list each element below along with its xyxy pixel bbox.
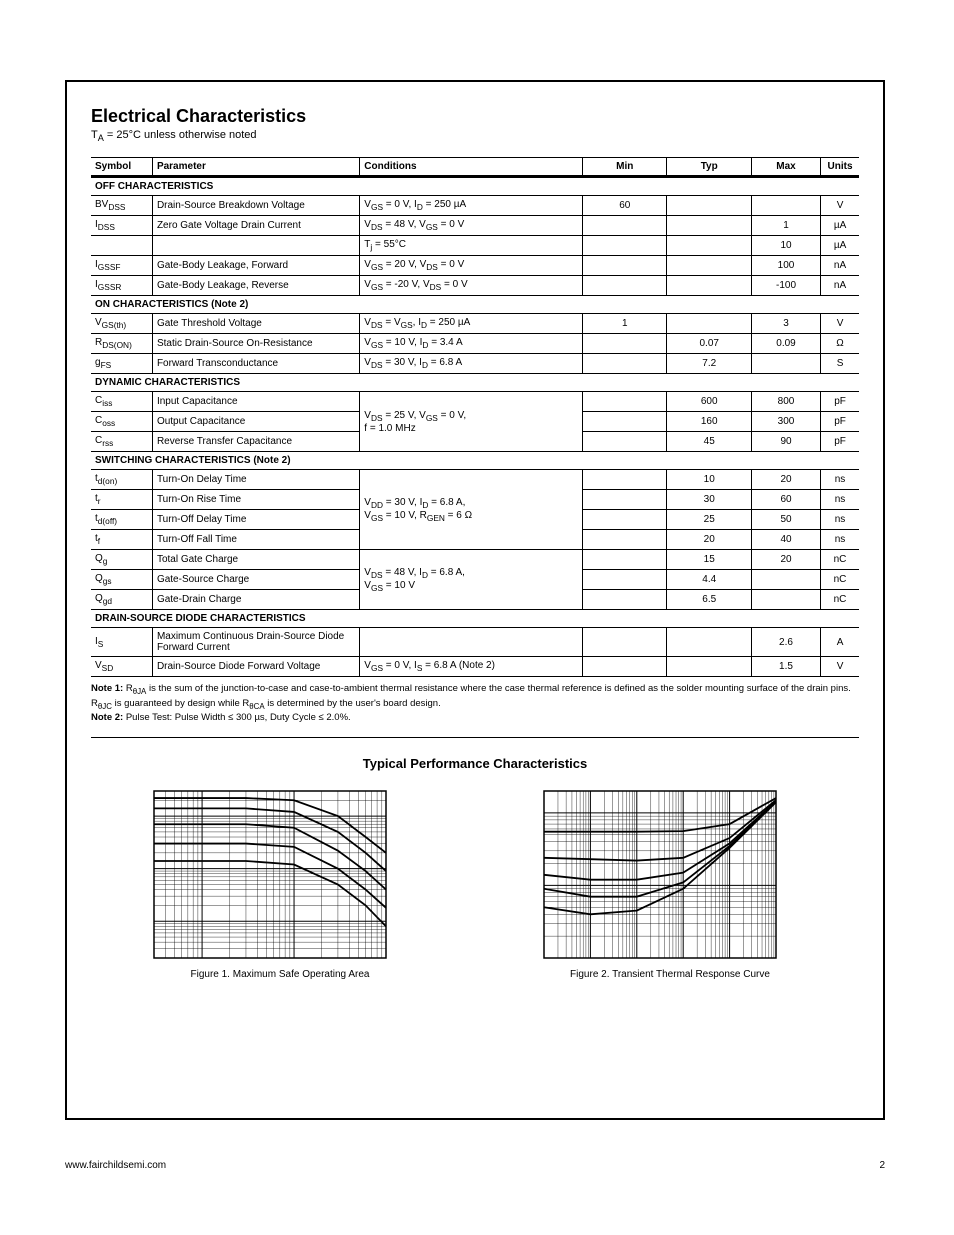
- doc-subtitle: TA = 25°C unless otherwise noted: [91, 129, 859, 143]
- table-row: RDS(ON)Static Drain-Source On-Resistance…: [91, 334, 859, 354]
- charts-title: Typical Performance Characteristics: [91, 756, 859, 771]
- table-row: QgTotal Gate ChargeVDS = 48 V, ID = 6.8 …: [91, 550, 859, 570]
- chart-thermal: [540, 787, 780, 962]
- table-row: td(on)Turn-On Delay TimeVDD = 30 V, ID =…: [91, 470, 859, 490]
- table-row: gFSForward TransconductanceVDS = 30 V, I…: [91, 354, 859, 374]
- doc-title: Electrical Characteristics: [91, 106, 859, 127]
- table-row: VSDDrain-Source Diode Forward VoltageVGS…: [91, 657, 859, 677]
- table-row: ISMaximum Continuous Drain-Source Diode …: [91, 628, 859, 657]
- table-row: IDSSZero Gate Voltage Drain CurrentVDS =…: [91, 216, 859, 236]
- chart-left-caption: Figure 1. Maximum Safe Operating Area: [150, 968, 410, 981]
- table-row: IGSSRGate-Body Leakage, ReverseVGS = -20…: [91, 276, 859, 296]
- footer-left: www.fairchildsemi.com: [65, 1160, 166, 1171]
- table-row: Tj = 55°C10µA: [91, 236, 859, 256]
- table-row: BVDSSDrain-Source Breakdown VoltageVGS =…: [91, 196, 859, 216]
- chart-soa: [150, 787, 390, 962]
- footer-right: 2: [879, 1160, 885, 1171]
- table-row: IGSSFGate-Body Leakage, ForwardVGS = 20 …: [91, 256, 859, 276]
- notes: Note 1: RθJA is the sum of the junction-…: [91, 683, 859, 738]
- table-row: CissInput CapacitanceVDS = 25 V, VGS = 0…: [91, 392, 859, 412]
- spec-table: SymbolParameterConditionsMinTypMaxUnitsO…: [91, 157, 859, 677]
- table-row: VGS(th)Gate Threshold VoltageVDS = VGS, …: [91, 314, 859, 334]
- chart-right-caption: Figure 2. Transient Thermal Response Cur…: [540, 968, 800, 981]
